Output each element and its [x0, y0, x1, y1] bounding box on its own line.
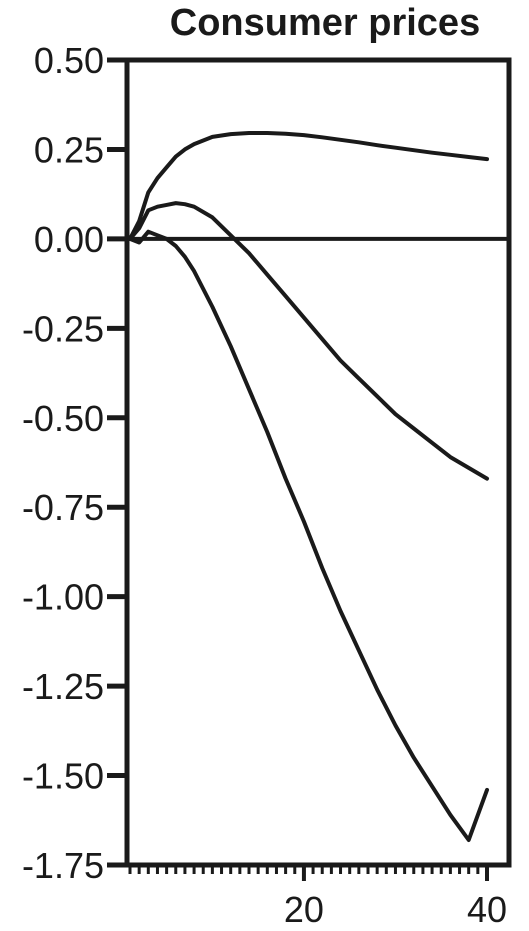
tick-label-layer: 0.50 0.25 0.00 -0.25 -0.50 -0.75 -1.00 -1.25 -1.… [22, 40, 507, 930]
y-tick-label: -1.75 [22, 845, 104, 886]
y-tick-label: -0.75 [22, 487, 104, 528]
y-tick-label: 0.50 [34, 40, 104, 81]
y-tick-label: -1.25 [22, 666, 104, 707]
y-tick-label: 0.00 [34, 219, 104, 260]
series-line-2 [128, 201, 489, 481]
x-tick-label: 20 [284, 889, 324, 930]
x-tick-label: 40 [467, 889, 507, 930]
axis-layer [107, 57, 512, 881]
y-tick-label: 0.25 [34, 129, 104, 170]
y-tick-label: -1.50 [22, 756, 104, 797]
y-tick-label: -1.00 [22, 577, 104, 618]
chart-title: Consumer prices [169, 2, 481, 44]
series-line-1 [128, 131, 489, 241]
y-tick-label: -0.25 [22, 308, 104, 349]
plot-frame [124, 57, 512, 868]
y-tick-label: -0.50 [22, 398, 104, 439]
